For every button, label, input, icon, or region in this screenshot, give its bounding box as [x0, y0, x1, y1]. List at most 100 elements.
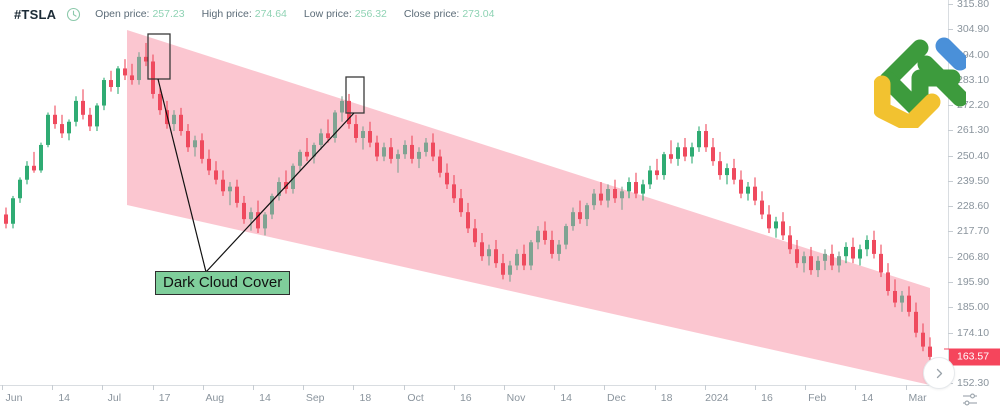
- candle-body: [361, 131, 365, 138]
- candle-body: [627, 182, 631, 192]
- candle-body: [648, 170, 652, 185]
- candle-body: [781, 221, 785, 236]
- time-tick-label: Feb: [808, 392, 827, 404]
- candle-body: [641, 184, 645, 194]
- candle-body: [564, 226, 568, 245]
- time-tick: [2, 385, 3, 390]
- annotation-dark-cloud-cover[interactable]: Dark Cloud Cover: [155, 271, 291, 295]
- candle-body: [116, 68, 120, 87]
- candle-body: [760, 200, 764, 215]
- pattern-highlight-box[interactable]: [345, 76, 365, 114]
- time-tick: [353, 385, 355, 390]
- settings-icon[interactable]: [962, 392, 979, 412]
- candle-body: [137, 56, 141, 81]
- candle-body: [179, 114, 183, 132]
- time-axis[interactable]: Jun 14 Jul 17 Aug 14 Sep 18 Oct 16 Nov 14 Dec 18 2024 1…: [0, 385, 1000, 413]
- candle-body: [375, 142, 379, 157]
- time-tick-label: 18: [359, 392, 372, 404]
- candle-body: [277, 182, 281, 196]
- time-tick-label: 17: [158, 392, 171, 404]
- candle-body: [690, 147, 694, 157]
- candle-body: [494, 249, 498, 264]
- price-tick-label: 228.60: [957, 200, 990, 213]
- candle-body: [291, 165, 295, 189]
- channel-overlay[interactable]: [127, 30, 930, 385]
- scroll-to-latest-button[interactable]: [923, 357, 955, 389]
- time-tick: [202, 385, 204, 390]
- price-tick-label: 250.40: [957, 149, 990, 162]
- candle-body: [893, 290, 897, 303]
- pattern-highlight-box[interactable]: [147, 33, 171, 80]
- price-tick: [948, 256, 953, 258]
- plot-area[interactable]: [0, 0, 948, 385]
- candle-body: [823, 253, 827, 261]
- candle-body: [522, 253, 526, 266]
- candle-body: [634, 182, 638, 194]
- time-tick-label: Oct: [407, 392, 424, 404]
- candle-body: [130, 75, 134, 81]
- candle-body: [382, 147, 386, 157]
- time-tick: [303, 385, 305, 390]
- price-tick: [948, 155, 953, 157]
- time-tick-label: 14: [259, 392, 271, 404]
- candle-body: [95, 105, 99, 127]
- candle-body: [319, 133, 323, 145]
- candle-body: [32, 165, 36, 171]
- chart-header: #TSLA Open price: 257.23 High price: 274.6…: [0, 0, 1000, 28]
- price-tick: [948, 307, 953, 309]
- symbol-label[interactable]: #TSLA: [14, 6, 57, 22]
- candle-body: [109, 80, 113, 87]
- price-tick-label: 152.30: [957, 377, 990, 389]
- candle-body: [886, 272, 890, 291]
- candle-body: [928, 346, 932, 357]
- candle-body: [466, 212, 470, 229]
- clock-icon[interactable]: [66, 7, 81, 22]
- candle-body: [144, 56, 148, 62]
- price-tick-label: 217.70: [957, 225, 990, 238]
- candle-body: [592, 193, 596, 206]
- close-price-stat: Close price: 273.04: [404, 8, 495, 20]
- candle-body: [4, 214, 8, 224]
- time-tick-label: 18: [660, 392, 673, 404]
- time-tick: [905, 385, 907, 390]
- candle-body: [459, 198, 463, 213]
- low-price-value: 256.32: [354, 8, 387, 20]
- price-tick: [948, 130, 953, 132]
- candle-body: [844, 246, 848, 257]
- candle-body: [767, 214, 771, 229]
- low-price-label: Low price:: [303, 8, 352, 20]
- candle-body: [389, 147, 393, 159]
- price-axis[interactable]: 315.80 304.90 294.00 283.10 272.20 261.30 250.…: [944, 0, 1000, 389]
- candle-body: [193, 140, 197, 148]
- price-tick: [948, 105, 953, 107]
- time-tick: [52, 385, 54, 390]
- candle-body: [354, 124, 358, 138]
- time-tick: [403, 385, 405, 390]
- litefinance-logo: [873, 28, 969, 133]
- price-tick-label: 261.30: [957, 124, 990, 137]
- candle-body: [242, 202, 246, 220]
- candle-body: [67, 121, 71, 134]
- candle-body: [837, 256, 841, 266]
- candle-body: [753, 186, 757, 201]
- candle-body: [914, 311, 918, 333]
- candle-body: [711, 147, 715, 162]
- current-price-value: 163.57: [957, 350, 990, 363]
- candle-body: [74, 100, 78, 122]
- candle-body: [172, 114, 176, 125]
- candle-body: [725, 168, 729, 176]
- candle-body: [221, 179, 225, 192]
- candle-body: [830, 253, 834, 266]
- price-axis-line: [948, 0, 949, 385]
- price-tick-label: 206.80: [957, 250, 990, 263]
- candle-body: [53, 114, 57, 125]
- candle-body: [410, 144, 414, 159]
- candle-body: [676, 147, 680, 159]
- price-tick: [948, 332, 953, 334]
- candle-body: [865, 239, 869, 250]
- candle-body: [25, 165, 29, 180]
- candle-body: [445, 172, 449, 185]
- candle-body: [18, 179, 22, 199]
- candle-body: [123, 68, 127, 76]
